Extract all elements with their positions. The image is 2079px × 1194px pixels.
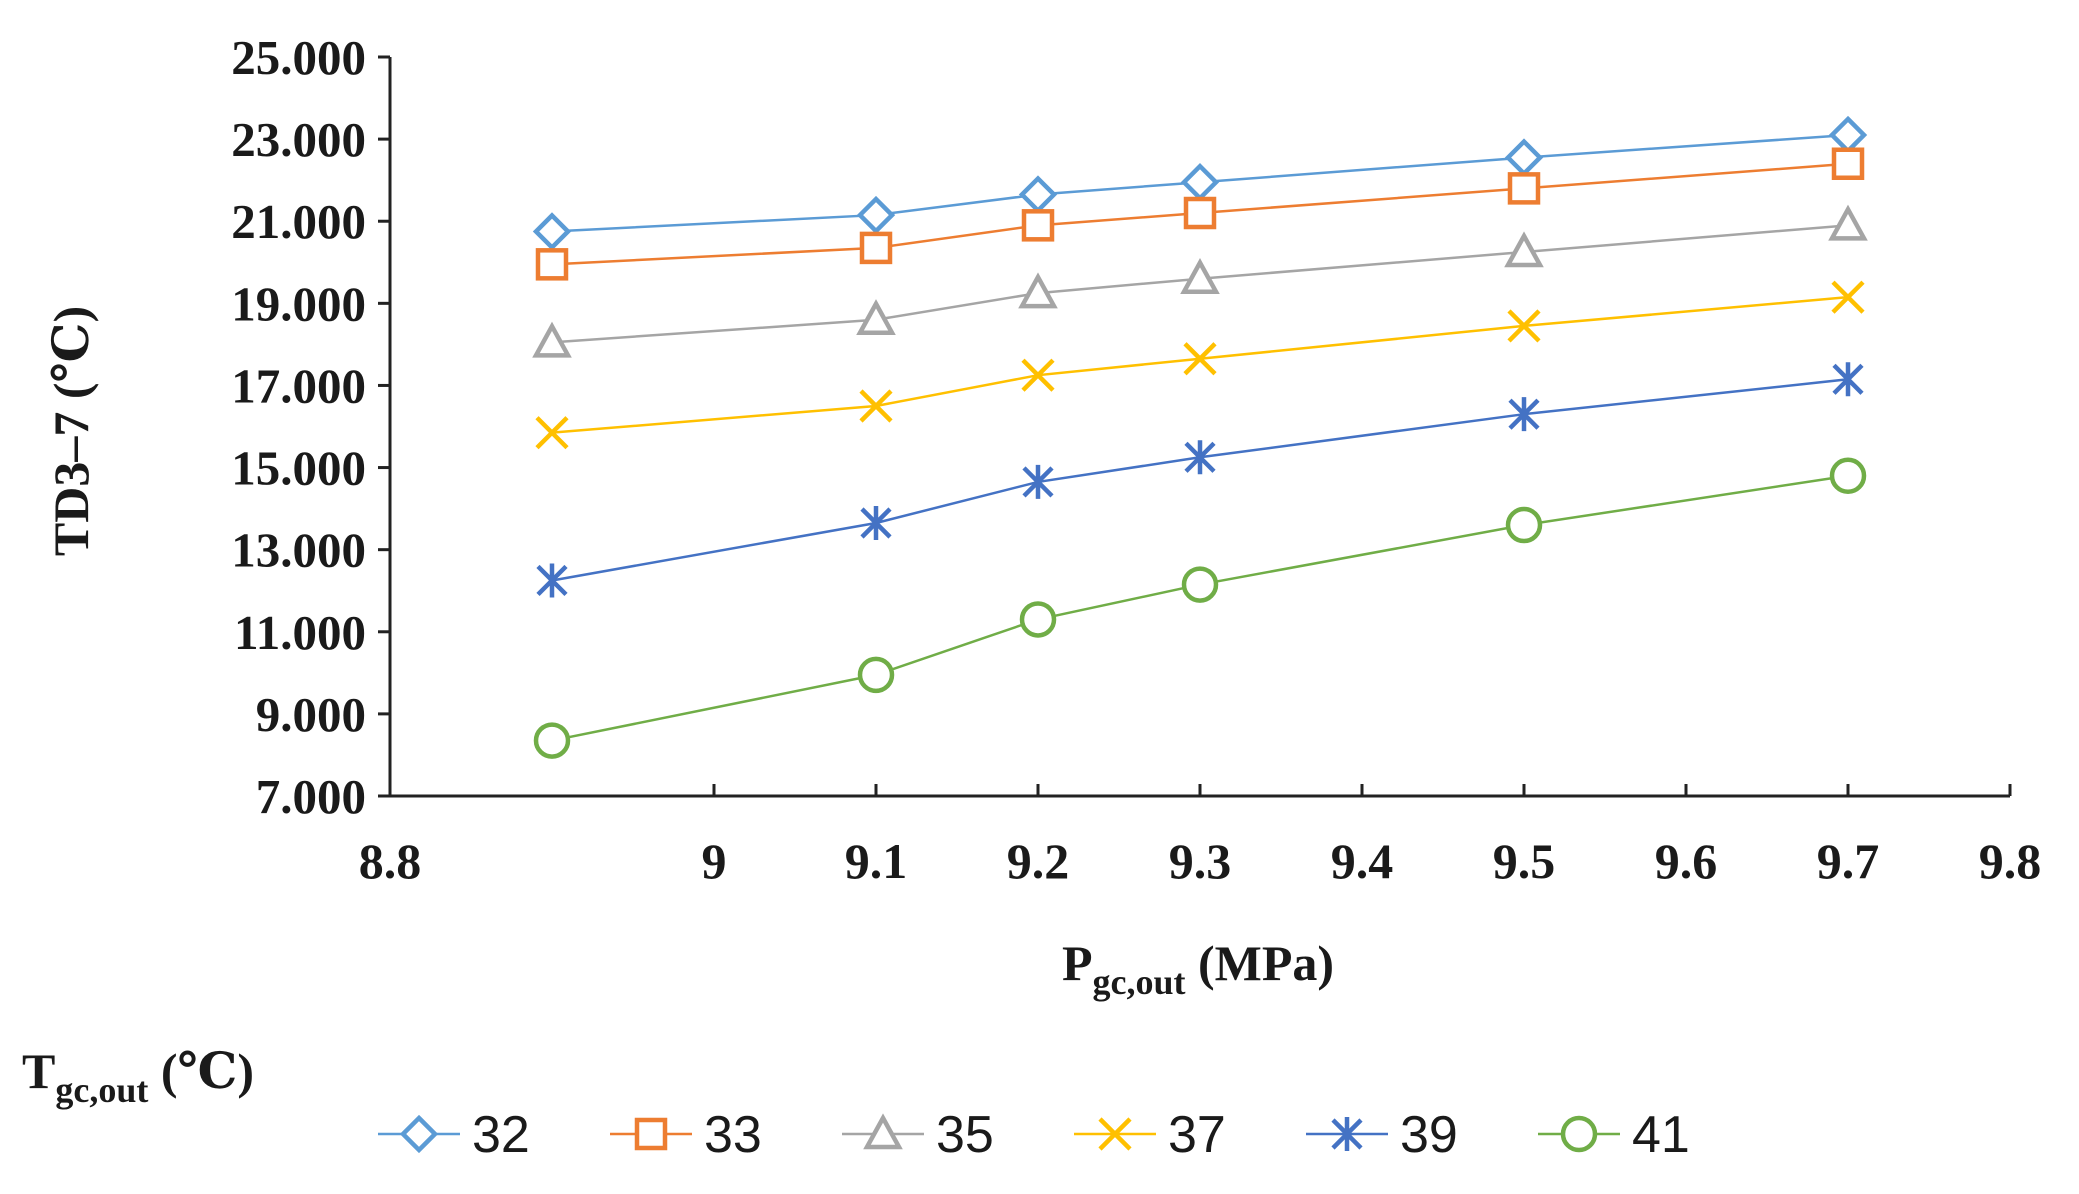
y-tick-label: 11.000 [234, 605, 366, 660]
x-axis-label-sub: gc,out [1093, 962, 1186, 1002]
data-point-35 [1018, 272, 1058, 309]
data-point-41 [1181, 566, 1219, 603]
legend-label: 32 [472, 1106, 530, 1164]
data-point-33 [1507, 172, 1541, 205]
legend-title-main: T [22, 1043, 55, 1099]
data-point-32 [1018, 175, 1058, 214]
series-line-33 [551, 162, 1849, 266]
legend-marker [1098, 1117, 1132, 1151]
x-tick-label: 8.8 [359, 833, 422, 889]
series-39 [536, 362, 1864, 598]
y-tick-label: 9.000 [256, 687, 366, 742]
data-point-33 [1183, 196, 1217, 230]
series-41 [533, 457, 1867, 759]
data-point-37 [1831, 280, 1865, 314]
x-tick-label: 9.6 [1655, 833, 1718, 889]
series-line-32 [551, 133, 1849, 233]
y-tick-label: 15.000 [231, 441, 366, 496]
y-axis-label: TD3–7 (℃) [43, 306, 99, 556]
data-point-37 [1183, 342, 1217, 376]
legend-title: Tgc,out (℃) [22, 1043, 254, 1110]
data-point-32 [856, 195, 896, 235]
data-point-35 [856, 299, 896, 336]
data-point-39 [1508, 397, 1540, 432]
x-axis-label-main: P [1062, 935, 1093, 991]
data-point-33 [859, 231, 893, 265]
legend-item-41: 41 [1538, 1106, 1690, 1164]
legend-title-unit: (℃) [148, 1043, 254, 1099]
legend-marker [1331, 1117, 1363, 1151]
legend-marker [863, 1113, 903, 1150]
data-point-37 [535, 416, 569, 450]
data-point-39 [1184, 440, 1216, 475]
data-point-37 [859, 389, 893, 423]
x-tick-label: 9.4 [1331, 833, 1394, 889]
data-point-41 [1019, 601, 1057, 638]
legend: 32 33 35 37 39 41 [378, 1106, 1690, 1164]
series-line-37 [551, 295, 1849, 434]
data-point-41 [533, 722, 571, 759]
data-point-39 [536, 563, 568, 598]
x-axis-ticks: 8.8 9 9.1 9.2 9.3 9.4 9.5 9.6 9.7 9.8 [359, 784, 2042, 889]
y-tick-label: 19.000 [231, 276, 366, 331]
data-point-39 [860, 505, 892, 540]
data-point-35 [1180, 258, 1220, 294]
legend-label: 41 [1632, 1106, 1690, 1164]
data-point-41 [1829, 457, 1867, 495]
data-point-39 [1832, 362, 1864, 397]
legend-item-37: 37 [1074, 1106, 1226, 1164]
legend-label: 33 [704, 1106, 762, 1164]
y-tick-label: 21.000 [231, 194, 366, 249]
data-point-37 [1021, 358, 1055, 392]
x-tick-label: 9.1 [845, 833, 908, 889]
legend-label: 37 [1168, 1106, 1226, 1164]
x-tick-label: 9.2 [1007, 833, 1070, 889]
legend-label: 35 [936, 1106, 994, 1164]
data-point-39 [1022, 464, 1054, 499]
data-point-35 [532, 321, 572, 358]
legend-item-35: 35 [842, 1106, 994, 1164]
data-point-33 [1021, 209, 1055, 242]
series-33 [535, 147, 1865, 281]
data-point-37 [1507, 309, 1541, 343]
y-axis-ticks: 7.000 9.000 11.000 13.000 15.000 17.000 19.000… [231, 30, 390, 824]
y-tick-label: 25.000 [231, 30, 366, 85]
y-tick-label: 23.000 [231, 112, 366, 167]
y-tick-label: 17.000 [231, 358, 366, 413]
legend-label: 39 [1400, 1106, 1458, 1164]
data-point-33 [1831, 147, 1865, 180]
x-tick-label: 9.3 [1169, 833, 1232, 889]
legend-item-39: 39 [1306, 1106, 1458, 1164]
data-point-33 [535, 248, 569, 281]
x-tick-label: 9.8 [1979, 833, 2042, 889]
legend-marker [634, 1117, 668, 1151]
y-tick-label: 13.000 [231, 523, 366, 578]
series-line-35 [551, 224, 1849, 344]
data-point-32 [532, 212, 572, 251]
data-point-41 [857, 656, 895, 694]
x-tick-label: 9.5 [1493, 833, 1556, 889]
legend-title-sub: gc,out [55, 1070, 148, 1110]
series-37 [535, 280, 1865, 450]
x-axis-label-unit: (MPa) [1186, 935, 1335, 991]
x-tick-label: 9 [702, 833, 727, 889]
series-35 [532, 204, 1868, 358]
series-group [532, 115, 1868, 759]
data-point-41 [1505, 506, 1543, 544]
legend-marker [1560, 1115, 1598, 1153]
data-point-32 [1828, 115, 1868, 155]
x-tick-label: 9.7 [1817, 833, 1880, 889]
data-point-32 [1504, 138, 1544, 177]
series-line-39 [551, 378, 1849, 582]
data-point-35 [1504, 231, 1544, 268]
legend-marker [399, 1114, 439, 1154]
data-point-32 [1180, 163, 1220, 202]
series-line-41 [551, 474, 1849, 742]
data-point-35 [1828, 204, 1868, 241]
y-tick-label: 7.000 [256, 769, 366, 824]
x-axis-label: Pgc,out (MPa) [1062, 935, 1334, 1002]
legend-item-33: 33 [610, 1106, 762, 1164]
legend-item-32: 32 [378, 1106, 530, 1164]
